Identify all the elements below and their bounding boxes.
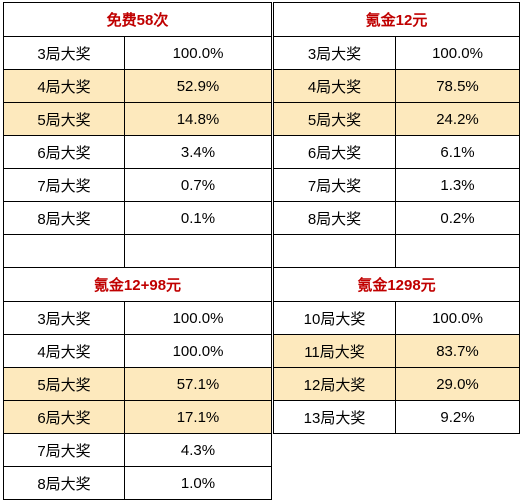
table-row: 4局大奖 100.0%: [3, 334, 272, 368]
table-row: 3局大奖 100.0%: [3, 36, 272, 70]
row-label: 5局大奖: [273, 102, 396, 136]
row-label: 4局大奖: [3, 69, 125, 103]
table-row: 6局大奖 6.1%: [273, 135, 520, 169]
row-value: 29.0%: [395, 367, 520, 401]
row-label: 4局大奖: [3, 334, 125, 368]
row-value: 0.1%: [124, 201, 272, 235]
row-value: 6.1%: [395, 135, 520, 169]
table-title: 免费58次: [3, 2, 272, 37]
table-row: 8局大奖 0.2%: [273, 201, 520, 235]
table-title: 氪金12元: [273, 2, 520, 37]
row-value: 100.0%: [124, 301, 272, 335]
row-label: 6局大奖: [3, 135, 125, 169]
row-label: 5局大奖: [3, 367, 125, 401]
table-row: 4局大奖 52.9%: [3, 69, 272, 103]
table-row: 3局大奖 100.0%: [3, 301, 272, 335]
row-label: 6局大奖: [273, 135, 396, 169]
table-free-58: 免费58次 3局大奖 100.0% 4局大奖 52.9% 5局大奖 14.8% 6局大…: [3, 2, 272, 268]
row-value: 24.2%: [395, 102, 520, 136]
empty-row: [3, 234, 272, 268]
row-value: 0.2%: [395, 201, 520, 235]
empty-cell: [273, 234, 396, 268]
empty-row: [273, 234, 520, 268]
row-value: 4.3%: [124, 433, 272, 467]
row-label: 12局大奖: [273, 367, 396, 401]
row-label: 6局大奖: [3, 400, 125, 434]
table-row: 4局大奖 78.5%: [273, 69, 520, 103]
table-row: 8局大奖 0.1%: [3, 201, 272, 235]
row-label: 7局大奖: [273, 168, 396, 202]
row-value: 100.0%: [395, 36, 520, 70]
row-label: 13局大奖: [273, 400, 396, 434]
row-label: 3局大奖: [3, 301, 125, 335]
row-value: 100.0%: [124, 36, 272, 70]
table-row: 5局大奖 57.1%: [3, 367, 272, 401]
row-label: 4局大奖: [273, 69, 396, 103]
row-value: 17.1%: [124, 400, 272, 434]
row-value: 57.1%: [124, 367, 272, 401]
row-label: 8局大奖: [273, 201, 396, 235]
empty-cell: [3, 234, 125, 268]
row-value: 3.4%: [124, 135, 272, 169]
row-value: 1.3%: [395, 168, 520, 202]
row-value: 100.0%: [395, 301, 520, 335]
row-label: 5局大奖: [3, 102, 125, 136]
row-value: 9.2%: [395, 400, 520, 434]
row-label: 3局大奖: [3, 36, 125, 70]
table-row: 5局大奖 24.2%: [273, 102, 520, 136]
row-value: 1.0%: [124, 466, 272, 500]
table-title: 氪金1298元: [273, 267, 520, 302]
row-value: 100.0%: [124, 334, 272, 368]
table-row: 3局大奖 100.0%: [273, 36, 520, 70]
row-label: 10局大奖: [273, 301, 396, 335]
row-label: 7局大奖: [3, 433, 125, 467]
row-label: 7局大奖: [3, 168, 125, 202]
table-row: 6局大奖 17.1%: [3, 400, 272, 434]
table-row: 12局大奖 29.0%: [273, 367, 520, 401]
row-value: 14.8%: [124, 102, 272, 136]
table-pay-1298: 氪金1298元 10局大奖 100.0% 11局大奖 83.7% 12局大奖 29.0…: [273, 267, 520, 434]
table-row: 7局大奖 0.7%: [3, 168, 272, 202]
table-row: 13局大奖 9.2%: [273, 400, 520, 434]
table-row: 7局大奖 1.3%: [273, 168, 520, 202]
table-row: 5局大奖 14.8%: [3, 102, 272, 136]
row-value: 0.7%: [124, 168, 272, 202]
row-label: 3局大奖: [273, 36, 396, 70]
row-label: 8局大奖: [3, 201, 125, 235]
row-value: 52.9%: [124, 69, 272, 103]
empty-cell: [395, 234, 520, 268]
row-label: 8局大奖: [3, 466, 125, 500]
table-row: 6局大奖 3.4%: [3, 135, 272, 169]
center-divider: [271, 2, 272, 498]
empty-cell: [124, 234, 272, 268]
table-row: 10局大奖 100.0%: [273, 301, 520, 335]
table-row: 7局大奖 4.3%: [3, 433, 272, 467]
table-title: 氪金12+98元: [3, 267, 272, 302]
table-row: 11局大奖 83.7%: [273, 334, 520, 368]
table-pay-12: 氪金12元 3局大奖 100.0% 4局大奖 78.5% 5局大奖 24.2% 6局大…: [273, 2, 520, 268]
row-label: 11局大奖: [273, 334, 396, 368]
row-value: 78.5%: [395, 69, 520, 103]
row-value: 83.7%: [395, 334, 520, 368]
table-row: 8局大奖 1.0%: [3, 466, 272, 500]
table-pay-12-98: 氪金12+98元 3局大奖 100.0% 4局大奖 100.0% 5局大奖 57.1%…: [3, 267, 272, 500]
